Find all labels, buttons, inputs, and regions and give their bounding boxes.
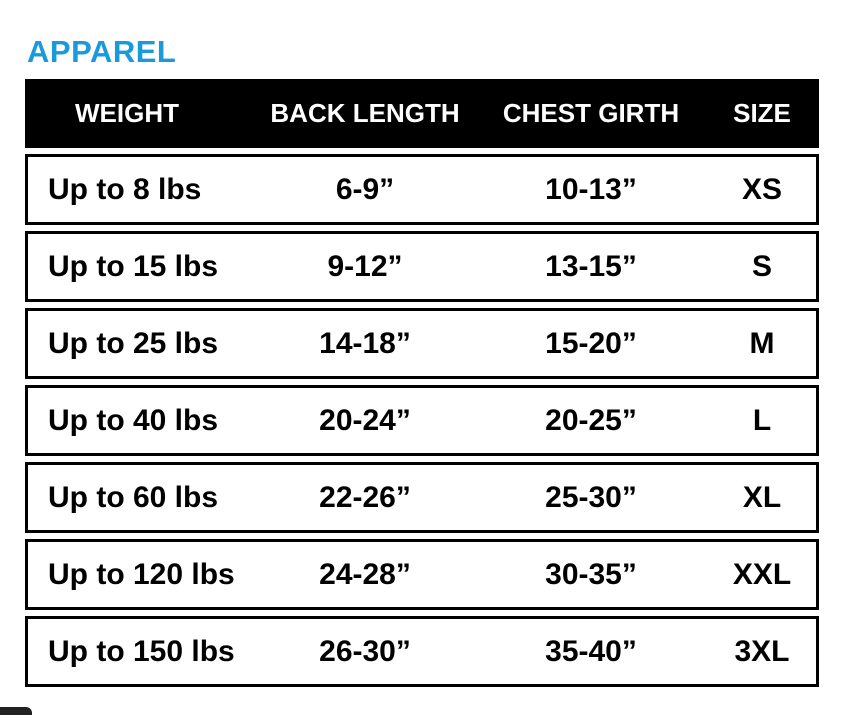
weight-cell: Up to 40 lbs [48,403,219,437]
header-chest-girth: CHEST GIRTH [502,98,680,128]
chest-girth-cell: 10-13” [545,172,637,206]
corner-fragment [0,707,32,715]
chest-girth-cell: 25-30” [545,480,637,514]
size-cell: XL [742,480,782,514]
chest-girth-cell: 13-15” [545,249,637,283]
size-cell: L [752,403,772,437]
weight-cell: Up to 8 lbs [48,172,202,206]
back-length-cell: 26-30” [319,634,411,668]
chest-girth-cell: 35-40” [545,634,637,668]
weight-cell: Up to 150 lbs [48,634,235,668]
back-length-cell: 9-12” [327,249,403,283]
header-weight: WEIGHT [75,98,179,128]
back-length-cell: 22-26” [319,480,411,514]
table-row: Up to 120 lbs 24-28” 30-35” XXL [25,539,819,610]
chest-girth-cell: 15-20” [545,326,637,360]
weight-cell: Up to 60 lbs [48,480,219,514]
size-cell: M [749,326,775,360]
back-length-cell: 20-24” [319,403,411,437]
table-row: Up to 150 lbs 26-30” 35-40” 3XL [25,616,819,687]
header-size: SIZE [733,98,791,128]
size-cell: XS [741,172,783,206]
back-length-cell: 14-18” [319,326,411,360]
weight-cell: Up to 120 lbs [48,557,235,591]
back-length-cell: 6-9” [335,172,395,206]
header-back-length: BACK LENGTH [270,98,460,128]
table-header: WEIGHT BACK LENGTH CHEST GIRTH SIZE [25,79,819,148]
chest-girth-cell: 20-25” [545,403,637,437]
section-title: APPAREL [27,34,177,69]
table-row: Up to 8 lbs 6-9” 10-13” XS [25,154,819,225]
weight-cell: Up to 25 lbs [48,326,219,360]
weight-cell: Up to 15 lbs [48,249,219,283]
size-cell: XXL [732,557,792,591]
back-length-cell: 24-28” [319,557,411,591]
size-cell: S [751,249,773,283]
table-row: Up to 40 lbs 20-24” 20-25” L [25,385,819,456]
table-row: Up to 15 lbs 9-12” 13-15” S [25,231,819,302]
size-cell: 3XL [734,634,790,668]
table-row: Up to 25 lbs 14-18” 15-20” M [25,308,819,379]
chest-girth-cell: 30-35” [545,557,637,591]
table-row: Up to 60 lbs 22-26” 25-30” XL [25,462,819,533]
